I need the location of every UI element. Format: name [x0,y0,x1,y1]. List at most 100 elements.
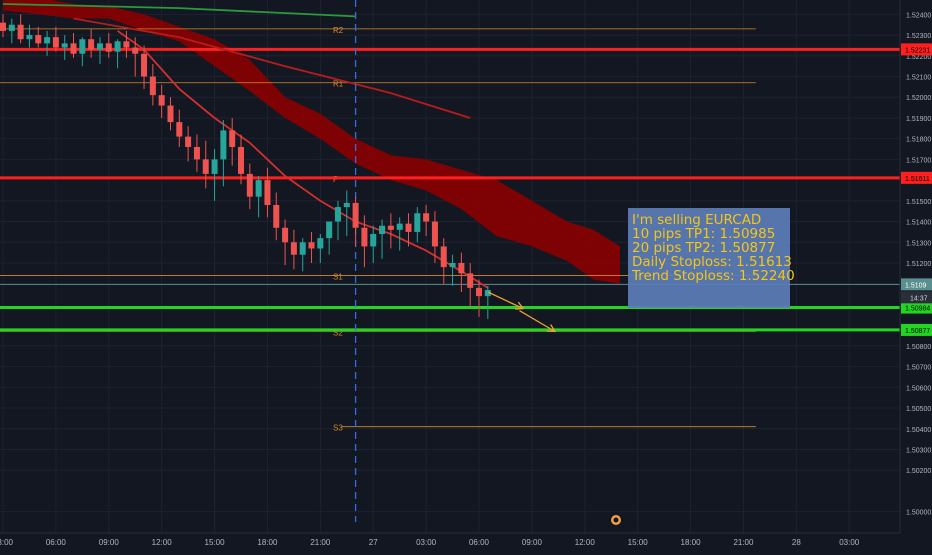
target-arrows[interactable] [487,291,556,333]
price-tick-label: 1.51400 [906,220,931,227]
candle-body [334,207,341,222]
time-tick-label: 09:00 [522,538,543,547]
time-tick-label: 12:00 [575,538,596,547]
candle [17,14,24,44]
price-tick-label: 1.51500 [906,199,931,206]
candle [396,217,403,251]
candle [282,219,289,266]
price-badge-bg [901,278,932,291]
target-arrow-shaft [487,291,524,310]
candle-body [484,289,491,297]
candle-body [414,213,421,232]
price-badge-bg [901,301,932,314]
trade-note-box[interactable] [628,208,790,308]
candle-body [308,242,315,249]
candle [476,279,483,317]
candle [26,24,33,48]
candle [123,30,130,58]
price-badge: 1.52231 [901,43,932,56]
pivot-label: P [333,175,338,184]
candle-body [158,95,165,106]
candle [238,134,245,185]
candle [52,26,59,52]
candle [405,213,412,247]
price-badge-label: 1.50984 [905,306,930,313]
candle-body [273,204,280,228]
candle-body [343,202,350,208]
price-badge-label: 1.51611 [905,176,930,183]
candle [229,117,236,166]
candle [467,263,474,307]
candle-body [35,35,42,44]
price-badge: 1.51611 [901,171,932,184]
trade-note[interactable]: I'm selling EURCAD 10 pips TP1: 1.50985 20… [628,208,795,308]
candle-body [149,76,156,96]
candle-body [290,242,297,255]
time-tick-label: 06:00 [46,538,67,547]
candle [211,149,218,201]
candle [387,213,394,249]
target-arrow[interactable] [487,291,525,310]
current-time-badge-bg [901,291,932,304]
candle [105,33,112,58]
price-axis[interactable] [900,0,932,550]
candle [96,37,103,65]
candle-body [458,263,465,274]
candle-body [132,47,139,54]
candle-body [114,41,121,52]
price-badge: 1.50877 [901,323,932,336]
candle [167,97,174,131]
price-tick-label: 1.50500 [906,406,931,413]
price-tick-label: 1.51800 [906,137,931,144]
candle [352,196,359,247]
candle [70,33,77,58]
time-tick-label: 15:00 [205,538,226,547]
candle-body [370,233,377,247]
candle-body [379,225,386,234]
price-axis-badges: 1.52231 1.51611 1.50984 1.50877 1.5109 14:37 [901,43,932,336]
candle-body [193,146,200,160]
candle [0,14,6,38]
time-axis[interactable] [0,533,900,550]
event-icon[interactable] [611,515,621,525]
time-tick-label: 09:00 [99,538,120,547]
candle-body [26,35,33,40]
price-tick-label: 1.51700 [906,157,931,164]
candle-body [123,41,130,48]
candle-body [211,159,218,174]
ichimoku-cloud [3,0,620,284]
target-arrow-head [515,301,525,310]
price-tick-label: 1.50400 [906,427,931,434]
candle [273,192,280,241]
price-tick-label: 1.50600 [906,385,931,392]
current-time-label: 14:37 [910,295,928,302]
pivot-label: R1 [333,80,344,89]
candle [370,225,377,263]
target-arrow[interactable] [519,310,556,333]
time-tick-label: 28 [792,538,801,547]
price-tick-label: 1.51900 [906,116,931,123]
event-marker-icon-inner [613,517,619,523]
time-tick-label: 21:00 [733,538,754,547]
price-badge-label: 1.5109 [905,282,927,289]
price-tick-label: 1.52200 [906,54,931,61]
candle-body [70,43,77,54]
candle-body [44,37,51,44]
candle [317,233,324,263]
candle-body [317,238,324,249]
candle [334,200,341,241]
candle [246,163,253,210]
candle [61,35,68,60]
candle [114,39,121,69]
trade-note-line: 10 pips TP1: 1.50985 [632,226,775,242]
trade-note-line: 20 pips TP2: 1.50877 [632,240,775,256]
trade-note-line: Trend Stoploss: 1.52240 [631,268,795,284]
candle-body [229,130,236,147]
time-tick-label: 15:00 [628,538,649,547]
candle [202,140,209,189]
price-tick-label: 1.52100 [906,75,931,82]
candle-body [8,24,15,31]
candle [220,120,227,187]
